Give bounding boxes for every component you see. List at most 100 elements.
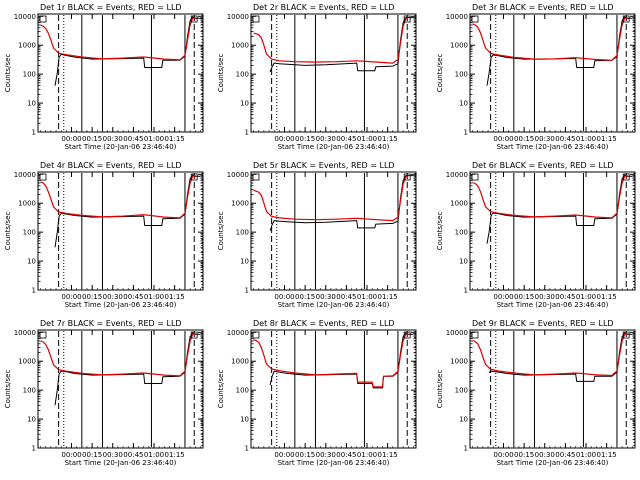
x-axis-label: Start Time (20-Jan-06 23:46:40) xyxy=(65,143,177,151)
y-tick-label: 100 xyxy=(236,229,249,237)
y-tick-label: 1 xyxy=(32,287,36,295)
plot-frame xyxy=(250,329,417,449)
x-tick-label: 01:15 xyxy=(378,293,398,301)
x-tick-label: 00:30 xyxy=(103,293,123,301)
plot-frame xyxy=(469,329,636,449)
panel-det-1: Det 1r BLACK = Events, RED = LLD 1 10 100 10… xyxy=(4,3,204,151)
x-axis-label: Start Time (20-Jan-06 23:46:40) xyxy=(278,301,390,309)
x-tick-label: 00:15 xyxy=(295,135,315,143)
x-tick-label: 00:45 xyxy=(123,451,143,459)
y-tick-label: 10 xyxy=(459,258,468,266)
x-tick-label: 01:00 xyxy=(357,293,377,301)
x-tick-label: 01:00 xyxy=(357,451,377,459)
y-tick-label: 1000 xyxy=(18,358,36,366)
y-tick-label: 1 xyxy=(464,129,468,137)
y-tick-label: 100 xyxy=(455,71,468,79)
corner-box-left xyxy=(252,331,260,339)
panel-title: Det 7r BLACK = Events, RED = LLD xyxy=(40,319,182,328)
x-axis-label: Start Time (20-Jan-06 23:46:40) xyxy=(65,301,177,309)
y-tick-label: 10000 xyxy=(446,13,468,21)
x-axis-label: Start Time (20-Jan-06 23:46:40) xyxy=(497,301,609,309)
x-tick-label: 01:15 xyxy=(378,135,398,143)
lld-series-line xyxy=(472,17,628,61)
x-tick-label: 00:45 xyxy=(336,293,356,301)
y-axis-label: Counts/sec xyxy=(217,212,225,251)
x-tick-label: 00:30 xyxy=(535,293,555,301)
y-tick-label: 1 xyxy=(245,287,249,295)
y-tick-label: 10 xyxy=(27,258,36,266)
x-tick-label: 00:45 xyxy=(555,451,575,459)
x-tick-label: 01:00 xyxy=(576,135,596,143)
panel-title: Det 6r BLACK = Events, RED = LLD xyxy=(472,161,614,170)
corner-box-right xyxy=(190,331,198,339)
panel-title: Det 3r BLACK = Events, RED = LLD xyxy=(472,3,614,12)
events-series-line xyxy=(488,332,633,382)
y-tick-label: 10 xyxy=(459,100,468,108)
x-tick-label: 00:00 xyxy=(61,293,81,301)
plot-frame xyxy=(469,171,636,291)
y-tick-label: 10000 xyxy=(227,329,249,337)
y-tick-label: 10 xyxy=(27,100,36,108)
x-tick-label: 01:00 xyxy=(144,451,164,459)
lld-series-line xyxy=(253,333,409,388)
panel-title: Det 5r BLACK = Events, RED = LLD xyxy=(253,161,395,170)
y-tick-label: 100 xyxy=(23,387,36,395)
panel-title: Det 9r BLACK = Events, RED = LLD xyxy=(472,319,614,328)
y-tick-label: 100 xyxy=(23,71,36,79)
y-tick-label: 1 xyxy=(32,129,36,137)
corner-box-left xyxy=(471,15,479,23)
y-axis-label: Counts/sec xyxy=(217,54,225,93)
panel-title: Det 1r BLACK = Events, RED = LLD xyxy=(40,3,182,12)
corner-box-left xyxy=(252,15,260,23)
lld-series-line xyxy=(472,175,628,219)
y-tick-label: 100 xyxy=(236,71,249,79)
y-axis-label: Counts/sec xyxy=(436,212,444,251)
corner-box-right xyxy=(190,15,198,23)
x-tick-label: 00:00 xyxy=(274,293,294,301)
y-tick-label: 1000 xyxy=(450,358,468,366)
events-series-line xyxy=(486,16,633,86)
lld-series-line xyxy=(253,175,409,222)
x-tick-label: 00:45 xyxy=(555,293,575,301)
y-tick-label: 10000 xyxy=(14,329,36,337)
y-axis-label: Counts/sec xyxy=(217,370,225,409)
corner-box-right xyxy=(622,331,630,339)
x-tick-label: 00:15 xyxy=(514,451,534,459)
events-series-line xyxy=(269,17,414,73)
y-tick-label: 10 xyxy=(240,258,249,266)
panel-det-2: Det 2r BLACK = Events, RED = LLD 1 10 100 10… xyxy=(217,3,417,151)
plot-frame xyxy=(250,171,417,291)
x-tick-label: 00:30 xyxy=(316,293,336,301)
x-tick-label: 01:00 xyxy=(576,451,596,459)
events-series-line xyxy=(486,174,633,244)
corner-box-left xyxy=(39,15,47,23)
panel-title: Det 4r BLACK = Events, RED = LLD xyxy=(40,161,182,170)
x-tick-label: 00:30 xyxy=(316,135,336,143)
y-tick-label: 10 xyxy=(459,416,468,424)
x-tick-label: 01:00 xyxy=(144,293,164,301)
x-tick-label: 01:15 xyxy=(597,293,617,301)
y-axis-label: Counts/sec xyxy=(436,54,444,93)
panel-title: Det 8r BLACK = Events, RED = LLD xyxy=(253,319,395,328)
x-tick-label: 00:45 xyxy=(336,451,356,459)
x-tick-label: 00:30 xyxy=(316,451,336,459)
y-tick-label: 1 xyxy=(245,445,249,453)
y-axis-label: Counts/sec xyxy=(436,370,444,409)
y-tick-label: 10 xyxy=(240,416,249,424)
y-tick-label: 10000 xyxy=(227,13,249,21)
y-tick-label: 100 xyxy=(23,229,36,237)
corner-box-left xyxy=(471,173,479,181)
x-tick-label: 00:00 xyxy=(493,135,513,143)
y-axis-label: Counts/sec xyxy=(4,54,12,93)
x-tick-label: 00:15 xyxy=(82,293,102,301)
panel-det-3: Det 3r BLACK = Events, RED = LLD 1 10 100 10… xyxy=(436,3,636,151)
corner-box-right xyxy=(403,173,411,181)
x-tick-label: 01:15 xyxy=(165,451,185,459)
x-tick-label: 00:15 xyxy=(82,451,102,459)
y-tick-label: 10000 xyxy=(14,171,36,179)
panel-det-6: Det 6r BLACK = Events, RED = LLD 1 10 100 10… xyxy=(436,161,636,309)
corner-box-left xyxy=(39,331,47,339)
panel-det-8: Det 8r BLACK = Events, RED = LLD 1 10 100 10… xyxy=(217,319,417,467)
x-axis-label: Start Time (20-Jan-06 23:46:40) xyxy=(65,459,177,467)
y-tick-label: 1000 xyxy=(450,200,468,208)
